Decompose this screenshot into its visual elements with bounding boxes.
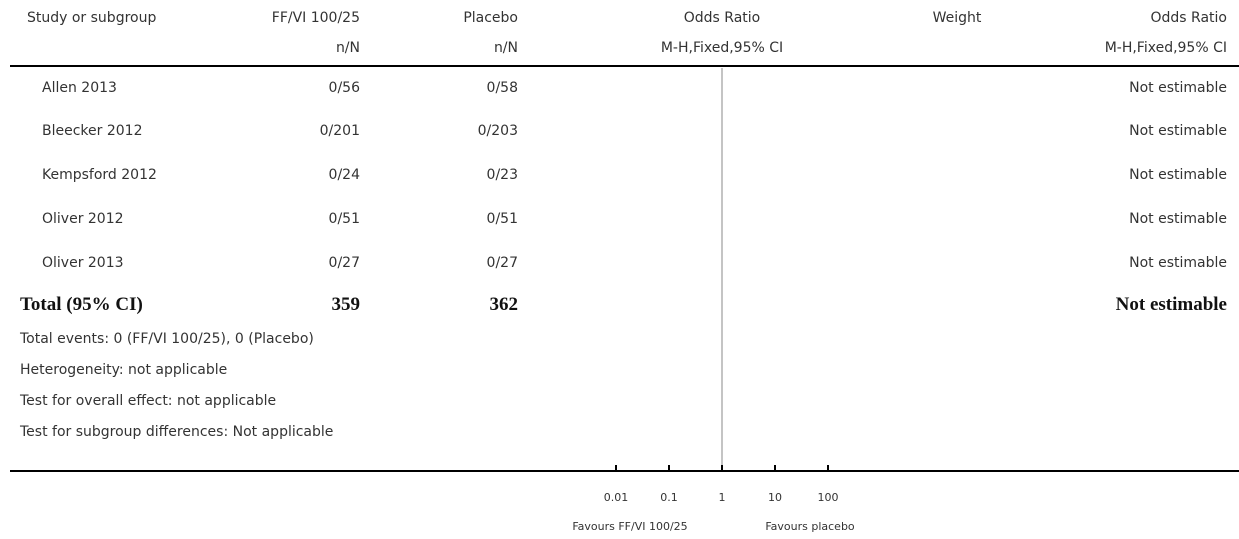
row-or-value: Not estimable [1129,80,1227,96]
header-or-value-sub: M-H,Fixed,95% CI [1104,40,1227,56]
header-weight: Weight [932,10,982,26]
total-group1: 359 [331,294,361,315]
row-or-value: Not estimable [1129,211,1227,227]
row-or-value: Not estimable [1129,123,1227,139]
row-study: Kempsford 2012 [42,167,157,183]
row-study: Oliver 2013 [42,255,124,271]
total-or-value: Not estimable [1115,294,1227,315]
row-group1: 0/51 [328,211,360,227]
row-study: Allen 2013 [42,80,117,96]
total-group2: 362 [489,294,519,315]
row-or-value: Not estimable [1129,255,1227,271]
tick-label: 0.01 [604,491,629,504]
header-or-plot-sub: M-H,Fixed,95% CI [660,40,784,56]
footnote-overall-effect: Test for overall effect: not applicable [20,393,277,409]
header-study: Study or subgroup [27,10,157,26]
row-group2: 0/27 [486,255,518,271]
footnote-heterogeneity: Heterogeneity: not applicable [20,362,228,378]
header-or-value: Odds Ratio [1150,10,1227,26]
row-group1: 0/27 [328,255,360,271]
tick-label: 100 [818,491,839,504]
bottom-rule [10,470,1239,472]
header-rule [10,65,1239,67]
total-label: Total (95% CI) [20,294,143,315]
row-or-value: Not estimable [1129,167,1227,183]
footnote-subgroup-differences: Test for subgroup differences: Not appli… [20,424,334,440]
header-or-plot: Odds Ratio [683,10,761,26]
row-group1: 0/56 [328,80,360,96]
header-group2: Placebo [463,10,518,26]
row-group2: 0/23 [486,167,518,183]
footnote-total-events: Total events: 0 (FF/VI 100/25), 0 (Place… [20,331,314,347]
favours-right-label: Favours placebo [765,520,855,533]
row-group2: 0/58 [486,80,518,96]
row-group2: 0/51 [486,211,518,227]
row-study: Oliver 2012 [42,211,124,227]
row-study: Bleecker 2012 [42,123,143,139]
row-group2: 0/203 [477,123,518,139]
tick-label: 1 [719,491,726,504]
header-group2-sub: n/N [493,40,518,56]
header-group1-sub: n/N [335,40,360,56]
tick-label: 0.1 [660,491,678,504]
header-group1: FF/VI 100/25 [271,10,360,26]
tick-label: 10 [768,491,782,504]
favours-left-label: Favours FF/VI 100/25 [572,520,687,533]
row-group1: 0/201 [319,123,360,139]
row-group1: 0/24 [328,167,360,183]
